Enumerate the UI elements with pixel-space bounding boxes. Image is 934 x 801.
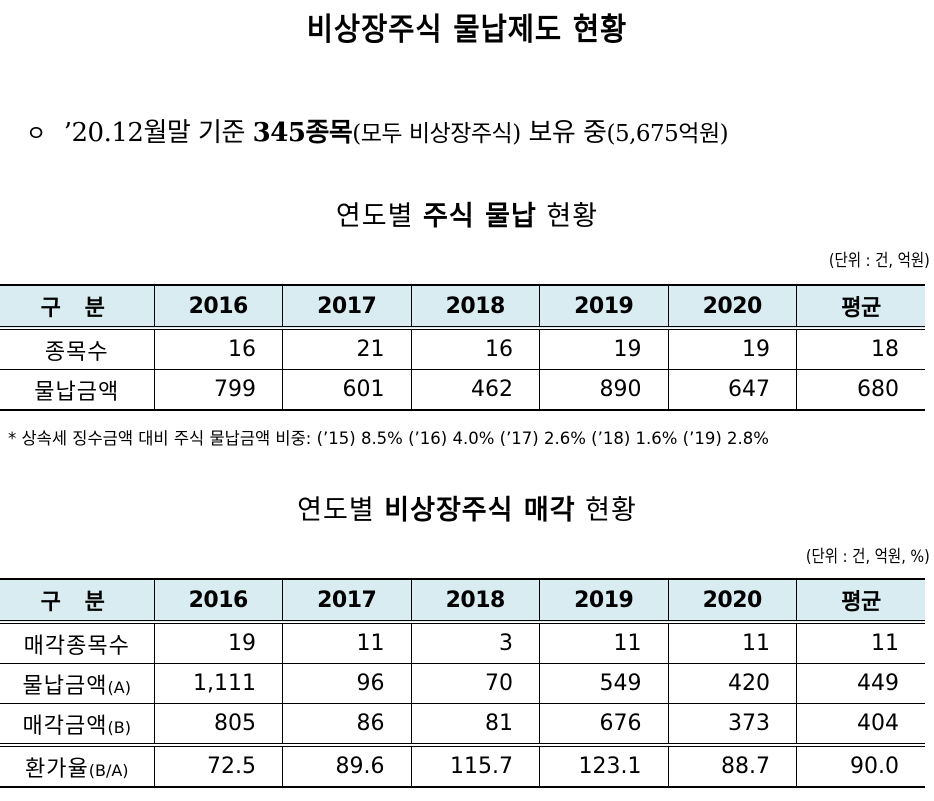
table1-title-bold: 주식 물납 — [423, 201, 537, 232]
cell: 1,111 — [153, 663, 283, 704]
cell: 19 — [667, 328, 797, 370]
table2-title-part: 현황 — [575, 495, 637, 526]
table-row: 물납금액(A) 1,111 96 70 549 420 449 — [0, 663, 925, 704]
header-2016: 2016 — [153, 578, 283, 624]
row-label-text: 매각금액 — [22, 713, 108, 739]
cell: 890 — [539, 369, 668, 411]
page-title: 비상장주식 물납제도 현황 — [306, 12, 628, 48]
table2-unit: (단위 : 건, 억원, %) — [806, 547, 930, 567]
cell: 11 — [539, 622, 668, 664]
cell: 373 — [667, 703, 797, 746]
cell: 90.0 — [796, 743, 925, 788]
cell: 3 — [410, 622, 540, 664]
cell: 123.1 — [539, 743, 668, 788]
summary-unit: 종목 — [305, 118, 353, 148]
summary-amount: (5,675억원) — [606, 121, 729, 147]
table1-unit: (단위 : 건, 억원) — [829, 251, 930, 271]
cell: 11 — [282, 622, 411, 664]
bullet-circle-icon: ㅇ — [26, 122, 46, 147]
header-2018: 2018 — [410, 578, 540, 624]
header-2019: 2019 — [539, 578, 668, 624]
row-label-sub: (A) — [107, 677, 131, 697]
cell: 11 — [796, 622, 925, 664]
cell: 404 — [796, 703, 925, 746]
cell: 676 — [539, 703, 668, 746]
table-row: 매각금액(B) 805 86 81 676 373 404 — [0, 703, 925, 746]
cell: 799 — [153, 369, 283, 411]
row-label: 물납금액 — [0, 369, 154, 411]
cell: 680 — [796, 369, 925, 411]
cell: 805 — [153, 703, 283, 746]
cell: 115.7 — [410, 743, 540, 788]
table-row: 종목수 16 21 16 19 19 18 — [0, 328, 925, 370]
table2: 구 분 2016 2017 2018 2019 2020 평균 매각종목수 19… — [0, 578, 925, 788]
row-label: 매각금액(B) — [0, 703, 154, 746]
cell: 601 — [282, 369, 411, 411]
summary-paren: (모두 비상장주식) — [352, 121, 521, 147]
row-label: 물납금액(A) — [0, 663, 154, 704]
header-2017: 2017 — [282, 284, 411, 330]
header-2020: 2020 — [667, 578, 797, 624]
header-category: 구 분 — [0, 284, 154, 330]
table2-title-part: 연도별 — [297, 495, 385, 526]
table-row: 물납금액 799 601 462 890 647 680 — [0, 369, 925, 411]
cell: 647 — [667, 369, 797, 411]
cell: 462 — [410, 369, 540, 411]
cell: 89.6 — [282, 743, 411, 788]
row-label-text: 매각종목수 — [23, 633, 130, 659]
header-2016: 2016 — [153, 284, 283, 330]
table1-title: 연도별 주식 물납 현황 — [0, 194, 934, 233]
cell: 549 — [539, 663, 668, 704]
header-2020: 2020 — [667, 284, 797, 330]
header-2018: 2018 — [410, 284, 540, 330]
row-label: 환가율(B/A) — [0, 743, 154, 788]
table2-header-row: 구 분 2016 2017 2018 2019 2020 평균 — [0, 578, 925, 624]
table1: 구 분 2016 2017 2018 2019 2020 평균 종목수 16 2… — [0, 284, 925, 411]
table2-title-bold: 비상장주식 매각 — [384, 495, 576, 526]
table-row: 매각종목수 19 11 3 11 11 11 — [0, 622, 925, 664]
table1-title-part: 현황 — [536, 201, 599, 232]
row-label: 종목수 — [0, 328, 154, 370]
cell: 11 — [667, 622, 797, 664]
cell: 72.5 — [153, 743, 283, 788]
header-average: 평균 — [796, 578, 925, 624]
table1-title-part: 연도별 — [335, 201, 424, 232]
cell: 21 — [282, 328, 411, 370]
cell: 86 — [282, 703, 411, 746]
summary-line: ㅇ ’20.12월말 기준 345종목(모두 비상장주식) 보유 중(5,675억… — [26, 112, 729, 149]
cell: 88.7 — [667, 743, 797, 788]
cell: 81 — [410, 703, 540, 746]
summary-count: 345 — [252, 118, 306, 148]
cell: 449 — [796, 663, 925, 704]
header-category: 구 분 — [0, 578, 154, 624]
cell: 70 — [410, 663, 540, 704]
row-label-sub: (B) — [107, 717, 131, 737]
table2-title: 연도별 비상장주식 매각 현황 — [0, 488, 934, 527]
row-label-text: 환가율 — [24, 756, 89, 782]
summary-middle: 보유 중 — [520, 118, 607, 148]
table-row: 환가율(B/A) 72.5 89.6 115.7 123.1 88.7 90.0 — [0, 743, 925, 788]
cell: 19 — [153, 622, 283, 664]
cell: 420 — [667, 663, 797, 704]
row-label-sub: (B/A) — [88, 760, 129, 780]
cell: 18 — [796, 328, 925, 370]
cell: 19 — [539, 328, 668, 370]
cell: 16 — [410, 328, 540, 370]
header-2019: 2019 — [539, 284, 668, 330]
summary-prefix: ’20.12월말 기준 — [63, 118, 253, 148]
header-2017: 2017 — [282, 578, 411, 624]
header-average: 평균 — [796, 284, 925, 330]
row-label-text: 물납금액 — [22, 673, 108, 699]
cell: 16 — [153, 328, 283, 370]
table1-footnote: * 상속세 징수금액 대비 주식 물납금액 비중: (’15) 8.5% (’1… — [8, 429, 769, 448]
table1-header-row: 구 분 2016 2017 2018 2019 2020 평균 — [0, 284, 925, 330]
cell: 96 — [282, 663, 411, 704]
row-label: 매각종목수 — [0, 622, 154, 664]
